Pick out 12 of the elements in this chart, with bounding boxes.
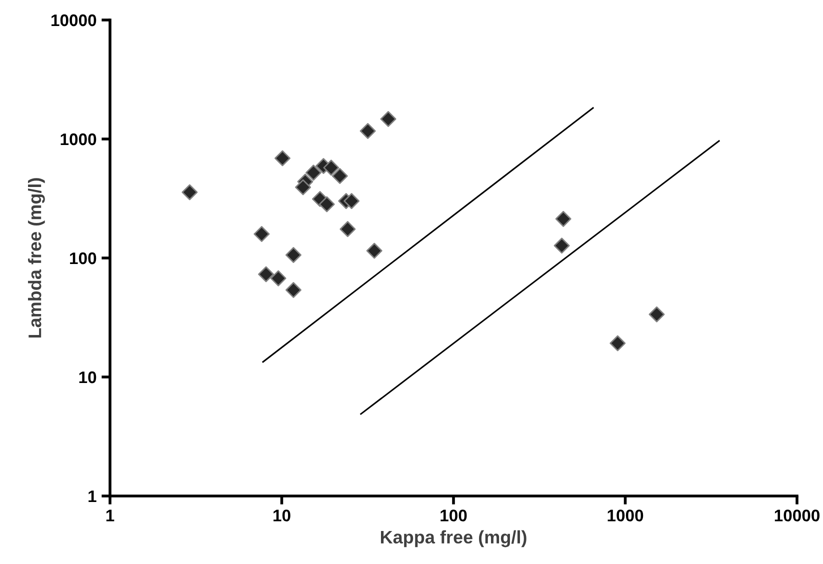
x-tick-label: 1000 bbox=[608, 510, 644, 522]
y-tick-label: 100 bbox=[70, 252, 96, 264]
x-tick-label: 10000 bbox=[774, 510, 820, 522]
x-axis-title: Kappa free (mg/l) bbox=[380, 530, 526, 548]
x-tick-label: 1 bbox=[106, 510, 114, 522]
y-axis-title: Lambda free (mg/l) bbox=[28, 178, 45, 338]
x-tick-label: 10 bbox=[274, 510, 290, 522]
y-tick-label: 10000 bbox=[52, 14, 96, 26]
x-tick-label: 100 bbox=[440, 510, 467, 522]
y-tick-label: 1000 bbox=[60, 133, 96, 146]
y-tick-label: 1 bbox=[88, 490, 96, 502]
y-tick-label: 10 bbox=[79, 371, 96, 384]
